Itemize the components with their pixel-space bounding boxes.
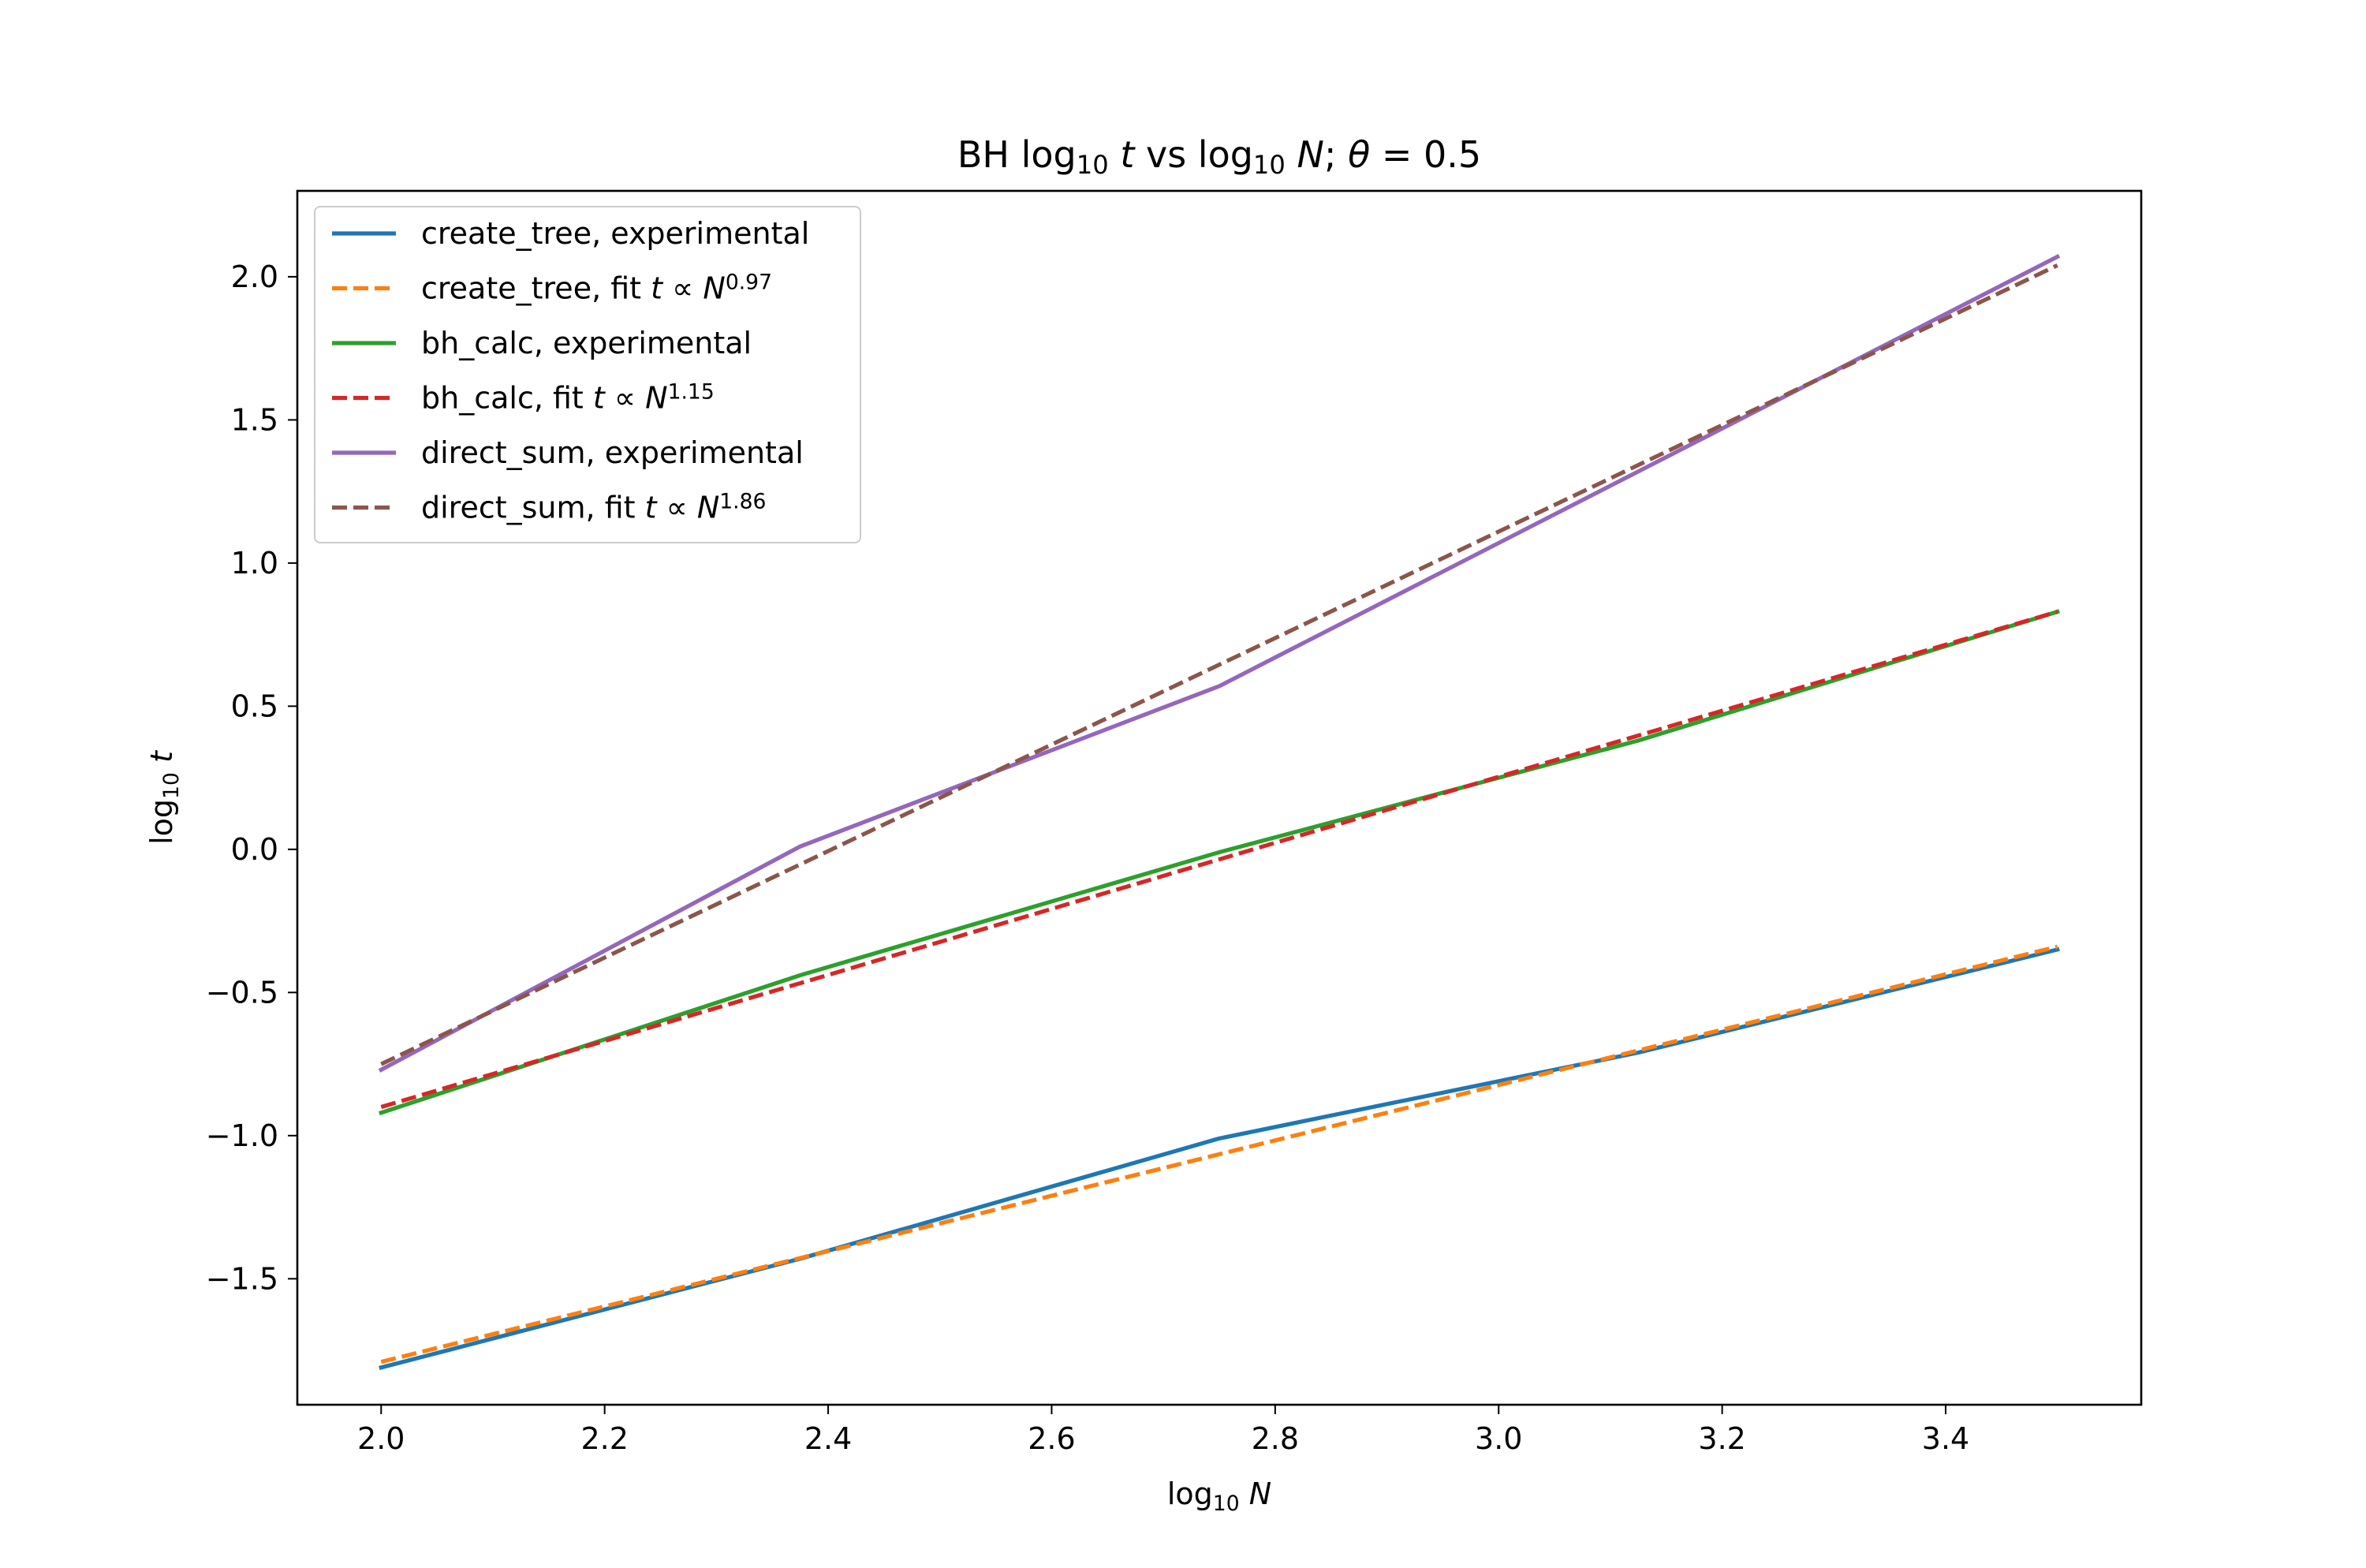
series-line-0 <box>379 946 2060 1370</box>
text-part: ∝ <box>662 271 703 306</box>
text-part: ∝ <box>605 381 645 416</box>
x-tick-label: 2.6 <box>1028 1421 1075 1456</box>
x-tick-label: 2.0 <box>357 1421 405 1456</box>
text-part: 1.15 <box>668 380 715 405</box>
text-part <box>144 763 179 772</box>
legend-entry-label: bh_calc, experimental <box>421 326 752 360</box>
text-part: create_tree, fit <box>421 271 651 306</box>
x-tick-label: 3.0 <box>1475 1421 1522 1456</box>
text-part <box>1240 1477 1249 1511</box>
text-part: t <box>144 749 179 763</box>
text-part: log <box>1167 1477 1213 1511</box>
y-tick-label: 0.5 <box>231 689 278 723</box>
y-tick-label: −0.5 <box>206 975 278 1010</box>
text-part: = 0.5 <box>1370 133 1481 176</box>
y-axis-label: log10 t <box>144 749 184 845</box>
series-line-3 <box>380 610 2058 1109</box>
text-part: BH log <box>957 133 1077 176</box>
text-part: bh_calc, fit <box>421 381 593 416</box>
x-tick-label: 2.8 <box>1252 1421 1299 1456</box>
text-part: log <box>144 799 179 845</box>
y-tick-label: 2.0 <box>231 259 278 294</box>
text-part: create_tree, experimental <box>421 216 809 251</box>
x-tick-label: 3.2 <box>1698 1421 1745 1456</box>
legend: create_tree, experimental create_tree, fi… <box>314 206 861 543</box>
x-tick-label: 2.4 <box>804 1421 852 1456</box>
text-part: 10 <box>1253 150 1286 180</box>
text-part: ; <box>1324 133 1348 176</box>
legend-box <box>314 206 861 543</box>
y-tick-label: −1.5 <box>206 1261 278 1296</box>
series-line-2 <box>379 609 2060 1116</box>
text-part: direct_sum, experimental <box>421 435 804 470</box>
text-part: 10 <box>1077 150 1109 180</box>
y-tick-label: 1.0 <box>231 546 278 581</box>
x-tick-label: 2.2 <box>580 1421 628 1456</box>
text-part: N <box>703 271 725 306</box>
axes-frame <box>296 189 2143 1406</box>
x-axis: 2.0 2.2 2.4 2.6 2.8 3.0 3.2 3.4 <box>357 1405 1969 1456</box>
series-line-5 <box>380 263 2058 1066</box>
text-part: N <box>697 491 719 525</box>
plot-area <box>378 254 2061 1370</box>
y-axis: −1.5 −1.0 −0.5 0.0 0.5 1.0 1.5 2.0 <box>206 259 297 1296</box>
text-part: 10 <box>1213 1491 1240 1516</box>
legend-entry-label: direct_sum, fit t ∝ N1.86 <box>421 490 766 525</box>
text-part: ∝ <box>657 491 697 525</box>
legend-entry-label: create_tree, experimental <box>421 216 809 251</box>
y-tick-label: 0.0 <box>231 832 278 867</box>
legend-entry-label: create_tree, fit t ∝ N0.97 <box>421 271 772 306</box>
text-part: 1.86 <box>719 490 766 514</box>
series-line-1 <box>380 944 2058 1365</box>
legend-entry-label: bh_calc, fit t ∝ N1.15 <box>421 380 715 416</box>
text-part: N <box>1297 133 1324 176</box>
text-part: t <box>1120 133 1136 176</box>
text-part: N <box>645 381 667 416</box>
x-tick-label: 3.4 <box>1922 1421 1969 1456</box>
text-part: t <box>645 491 659 525</box>
text-part: t <box>651 271 664 306</box>
chart-title: BH log10 t vs log10 N; θ = 0.5 <box>957 133 1481 180</box>
text-part <box>1109 133 1121 176</box>
text-part: 10 <box>159 772 184 799</box>
x-axis-label: log10 N <box>1167 1477 1271 1516</box>
text-part: 0.97 <box>726 271 772 295</box>
y-tick-label: 1.5 <box>231 402 278 437</box>
text-part <box>1286 133 1297 176</box>
y-tick-label: −1.0 <box>206 1118 278 1153</box>
text-part: t <box>593 381 606 416</box>
text-part: vs log <box>1134 133 1253 176</box>
text-part: bh_calc, experimental <box>421 326 752 360</box>
text-part: N <box>1249 1477 1271 1511</box>
text-part: direct_sum, fit <box>421 491 645 525</box>
legend-entry-label: direct_sum, experimental <box>421 435 804 470</box>
text-part: θ <box>1348 133 1370 176</box>
